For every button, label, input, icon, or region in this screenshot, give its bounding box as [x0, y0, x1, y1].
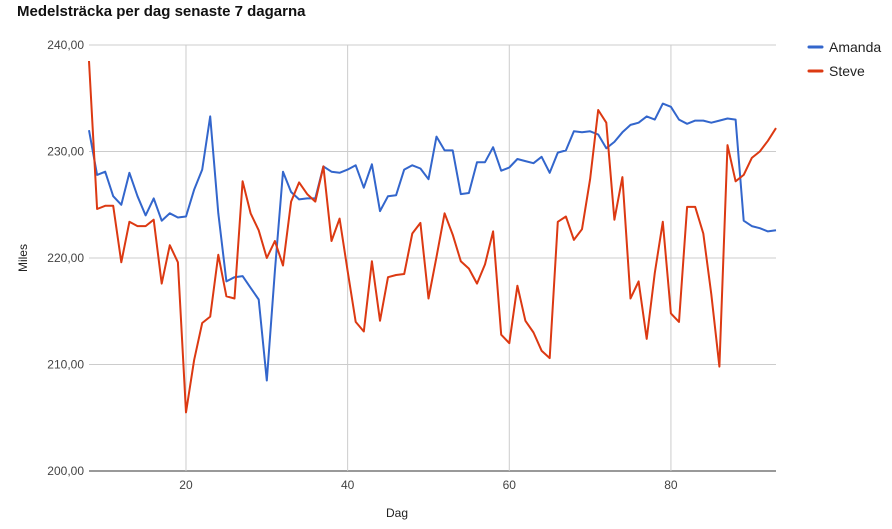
- y-tick-label: 240,00: [47, 38, 84, 52]
- series-lines: [88, 60, 777, 414]
- grid-lines: [89, 44, 776, 472]
- y-axis-tick-labels: 200,00 210,00 220,00 230,00 240,00: [47, 38, 84, 478]
- legend-label-amanda[interactable]: Amanda: [829, 39, 881, 55]
- legend-label-steve[interactable]: Steve: [829, 63, 865, 79]
- x-tick-label: 20: [179, 478, 193, 492]
- x-axis-tick-labels: 20 40 60 80: [179, 478, 678, 492]
- x-tick-label: 60: [503, 478, 517, 492]
- series-line-steve: [88, 60, 777, 414]
- series-line-amanda: [88, 102, 777, 382]
- x-tick-label: 40: [341, 478, 355, 492]
- x-axis-title: Dag: [386, 506, 408, 520]
- y-tick-label: 230,00: [47, 145, 84, 159]
- legend: Amanda Steve: [807, 39, 881, 79]
- x-tick-label: 80: [664, 478, 678, 492]
- y-tick-label: 210,00: [47, 358, 84, 372]
- y-axis-title: Miles: [16, 244, 30, 272]
- y-tick-label: 200,00: [47, 464, 84, 478]
- chart-title: Medelsträcka per dag senaste 7 dagarna: [17, 3, 306, 20]
- y-tick-label: 220,00: [47, 251, 84, 265]
